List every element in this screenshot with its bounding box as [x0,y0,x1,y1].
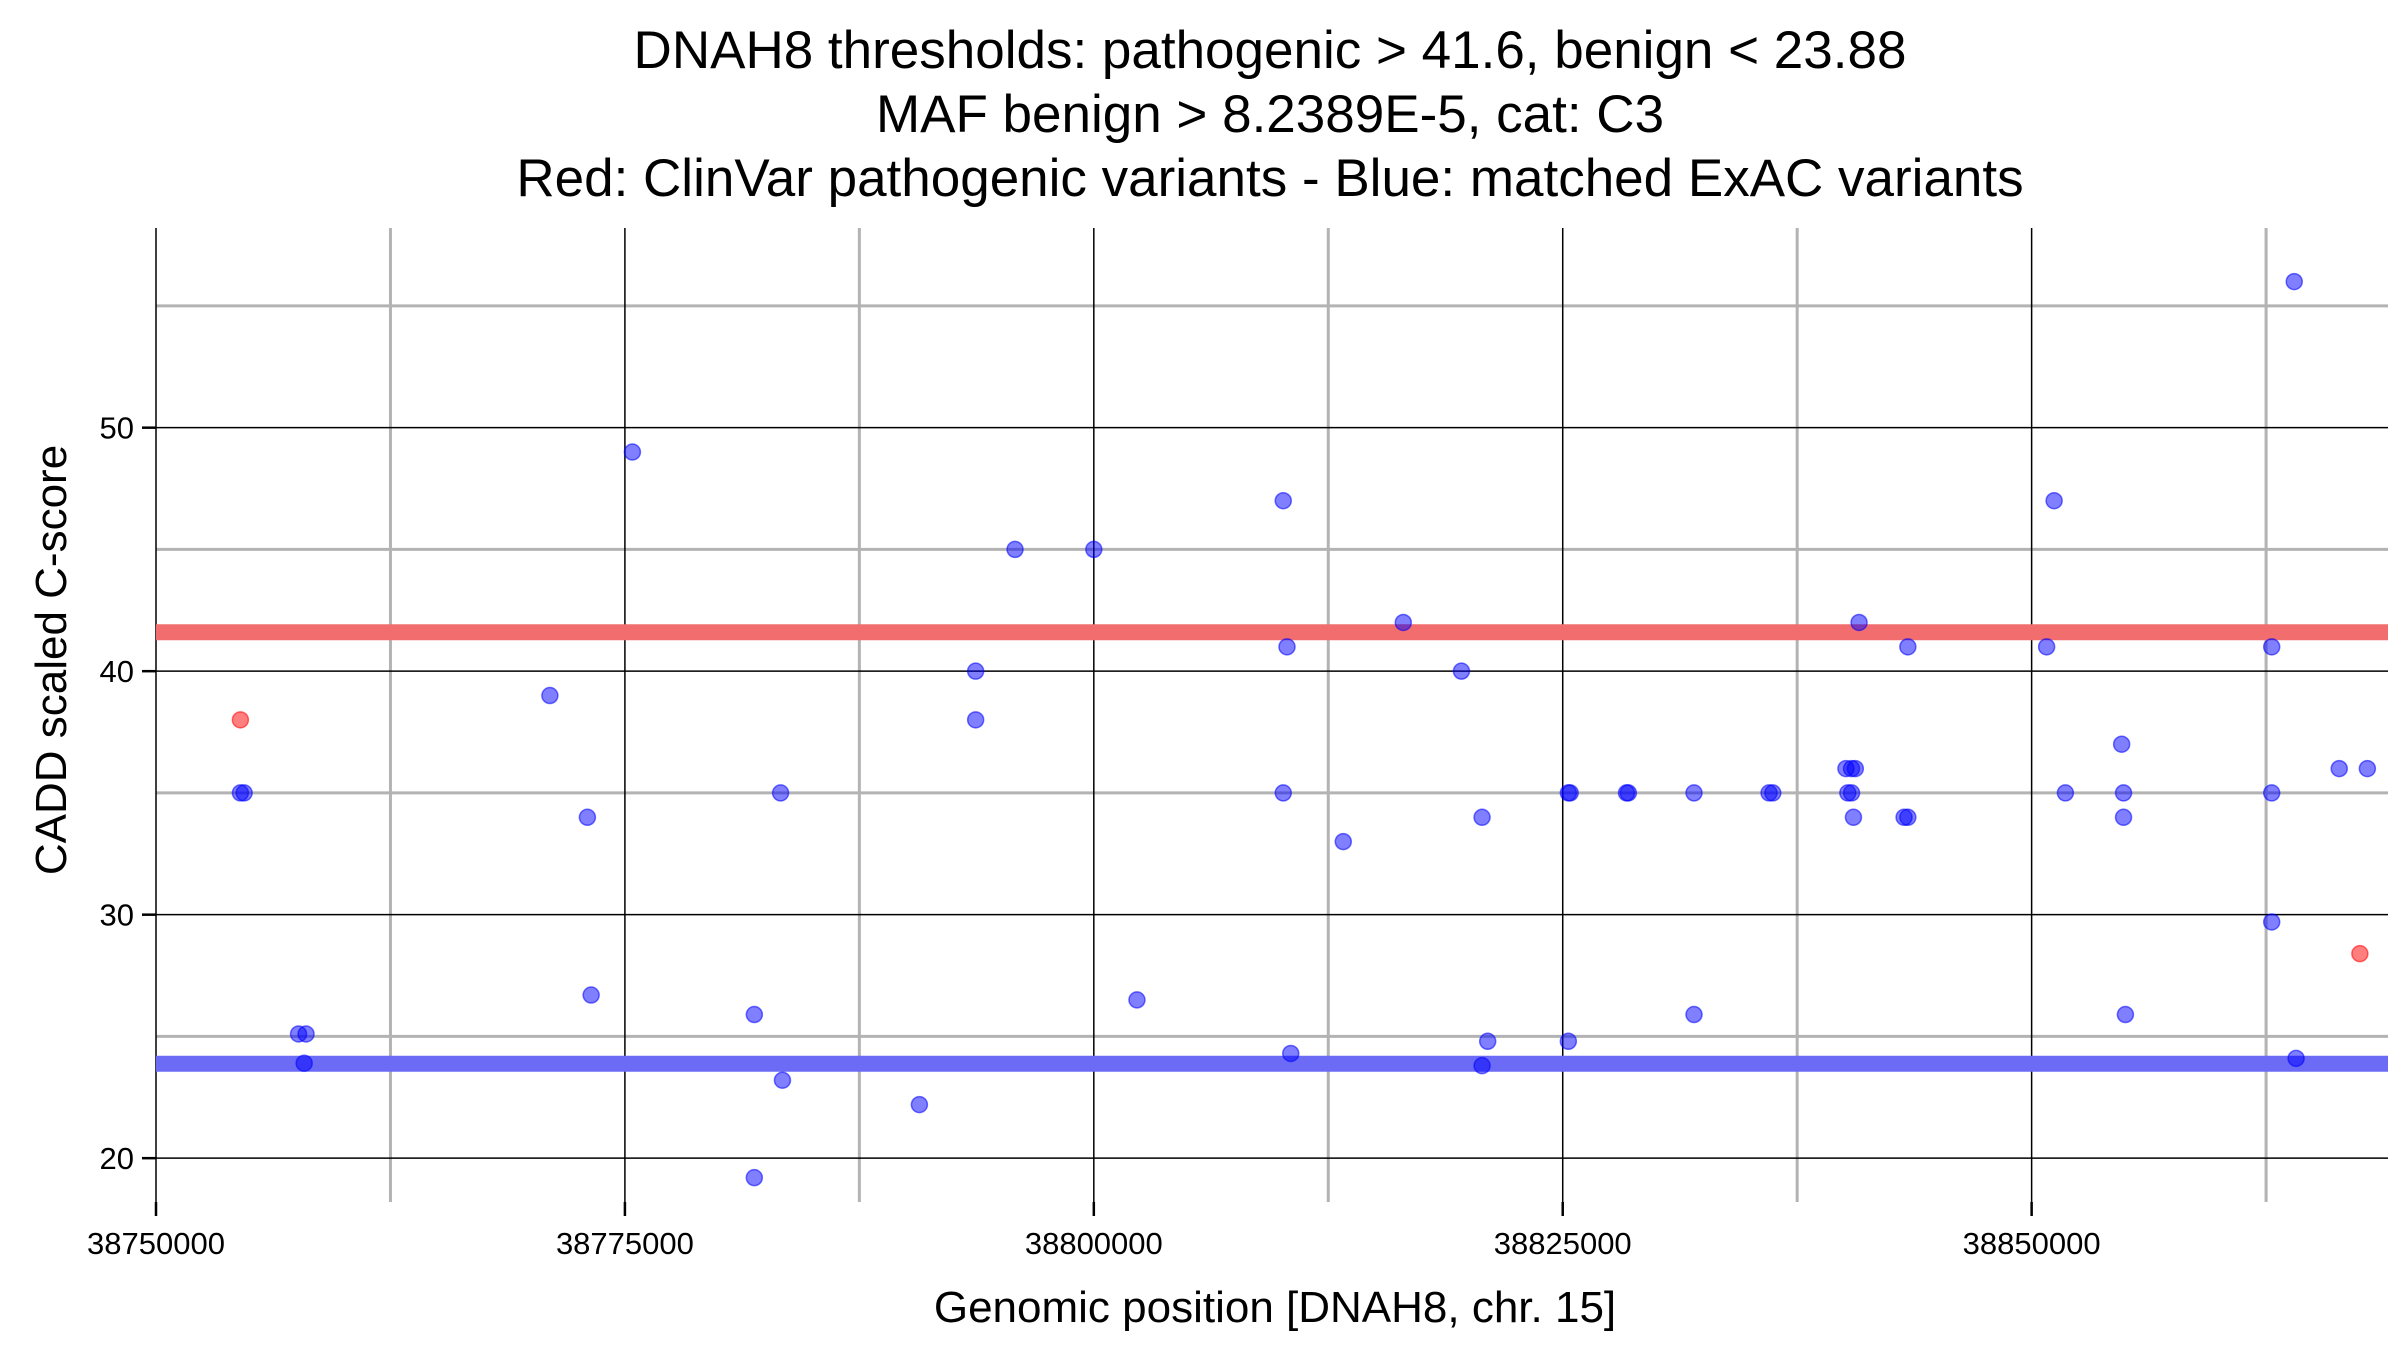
data-point-benign [1899,638,1917,656]
x-axis: 38750000 38775000 38800000 38825000 38850000 [87,1202,2101,1261]
data-point-benign [2285,272,2303,291]
data-point-benign [966,662,985,680]
data-point-benign [1334,832,1353,851]
data-point-benign [582,986,600,1004]
data-point-benign [2056,784,2075,802]
threshold-lines [156,624,2388,1072]
y-tick-label: 30 [100,898,134,933]
y-axis-title: CADD scaled C-score [27,445,76,875]
data-point-benign [1282,1044,1300,1063]
x-tick-label: 38825000 [1494,1226,1632,1261]
data-point-pathogenic [231,711,250,729]
data-point-benign [1473,1056,1491,1075]
data-point-benign [2114,808,2133,827]
data-point-benign [2262,638,2281,656]
data-point-benign [1274,784,1293,802]
data-point-benign [2112,735,2131,753]
data-point-benign [578,808,597,827]
data-point-benign [2037,638,2056,656]
data-point-benign [1394,613,1413,632]
y-axis: 20 30 40 50 [100,411,156,1176]
data-point-benign [1452,662,1471,680]
data-point-benign [1274,491,1293,510]
chart-title-line-3: Red: ClinVar pathogenic variants - Blue:… [516,149,2023,208]
data-point-benign [297,1025,315,1043]
data-point-benign [1899,808,1917,827]
data-point-benign [1685,1005,1703,1024]
data-point-benign [2116,1005,2135,1024]
data-point-benign [2358,759,2377,778]
data-point-benign [235,784,253,802]
x-axis-title: Genomic position [DNAH8, chr. 15] [934,1283,1616,1332]
data-point-benign [1844,808,1863,827]
data-point-benign [541,686,559,705]
data-point-benign [1842,784,1861,802]
data-point-benign [966,711,985,729]
data-point-benign [2262,784,2281,802]
data-point-benign [1478,1032,1497,1051]
data-point-benign [295,1054,313,1072]
y-tick-label: 20 [100,1141,134,1176]
data-point-benign [1473,808,1491,827]
x-tick-label: 38800000 [1025,1226,1163,1261]
x-tick-label: 38850000 [1963,1226,2101,1261]
data-point-benign [773,1071,792,1089]
data-point-benign [1850,613,1868,632]
data-point-benign [2330,759,2348,778]
data-point-benign [623,443,642,461]
y-tick-label: 40 [100,654,134,689]
chart-title: DNAH8 thresholds: pathogenic > 41.6, ben… [516,21,2023,208]
data-point-benign [910,1095,929,1114]
data-point-benign [2262,913,2281,931]
data-point-benign [1685,784,1703,802]
data-point-benign [1559,1032,1578,1051]
chart-title-line-1: DNAH8 thresholds: pathogenic > 41.6, ben… [634,21,1907,80]
data-point-benign [1561,784,1579,802]
data-point-benign [1085,540,1103,559]
data-point-benign [1846,759,1865,778]
data-point-pathogenic [2351,944,2369,963]
data-point-benign [1006,540,1024,559]
grid-minor [156,228,2388,1202]
chart-title-line-2: MAF benign > 8.2389E-5, cat: C3 [876,85,1664,144]
data-point-benign [745,1168,764,1187]
data-point-benign [1619,784,1638,802]
data-point-benign [2114,784,2133,802]
data-points [231,272,2377,1187]
data-point-benign [2287,1049,2305,1068]
x-tick-label: 38775000 [556,1226,694,1261]
data-point-benign [1128,991,1146,1009]
x-tick-label: 38750000 [87,1226,225,1261]
data-point-benign [745,1005,764,1024]
data-point-benign [2045,491,2063,510]
data-point-benign [771,784,790,802]
data-point-benign [1764,784,1782,802]
data-point-benign [1278,638,1296,656]
y-tick-label: 50 [100,411,134,446]
